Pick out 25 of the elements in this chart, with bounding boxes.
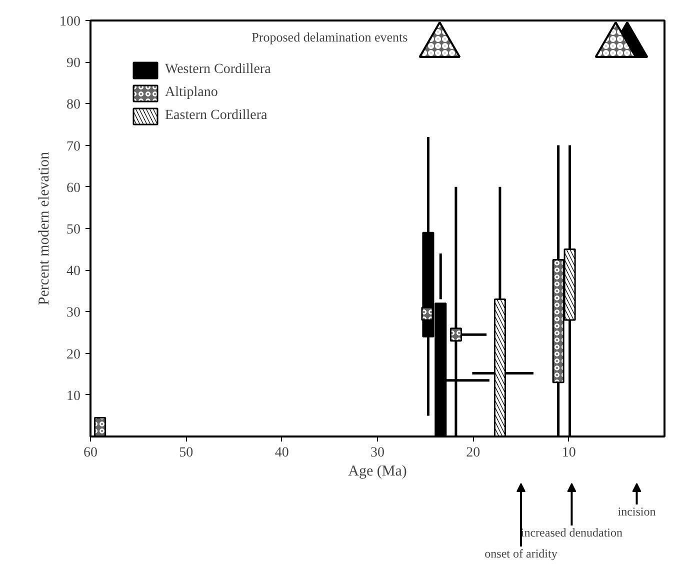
y-tick-label: 40 — [66, 264, 80, 280]
y-tick-label: 10 — [66, 388, 80, 404]
y-axis-title: Percent modern elevation — [36, 151, 52, 306]
x-tick-label: 20 — [466, 446, 480, 460]
y-tick-label: 100 — [60, 14, 80, 30]
y-tick-label: 70 — [66, 139, 80, 154]
text: incision — [618, 504, 656, 518]
y-tick-label: 90 — [66, 56, 80, 72]
legend-label: Eastern Cordillera — [165, 108, 268, 124]
text: increased denudation — [520, 526, 623, 540]
x-tick-label: 40 — [274, 446, 289, 460]
y-tick-label: 60 — [66, 180, 80, 196]
y-tick-label: 20 — [66, 347, 80, 362]
annotation: Proposed delamination events — [252, 30, 408, 45]
x-axis-title: Age (Ma) — [348, 464, 407, 480]
legend-label: Western Cordillera — [165, 62, 271, 78]
text: onset of aridity — [484, 546, 558, 560]
x-tick-label: 60 — [84, 446, 98, 460]
x-tick-label: 50 — [179, 446, 194, 460]
x-tick-label: 30 — [370, 446, 384, 460]
y-tick-label: 80 — [66, 98, 80, 113]
y-tick-label: 30 — [66, 306, 80, 321]
y-tick-label: 50 — [66, 222, 80, 238]
legend-label: Altiplano — [165, 85, 218, 101]
x-tick-label: 10 — [562, 446, 576, 460]
